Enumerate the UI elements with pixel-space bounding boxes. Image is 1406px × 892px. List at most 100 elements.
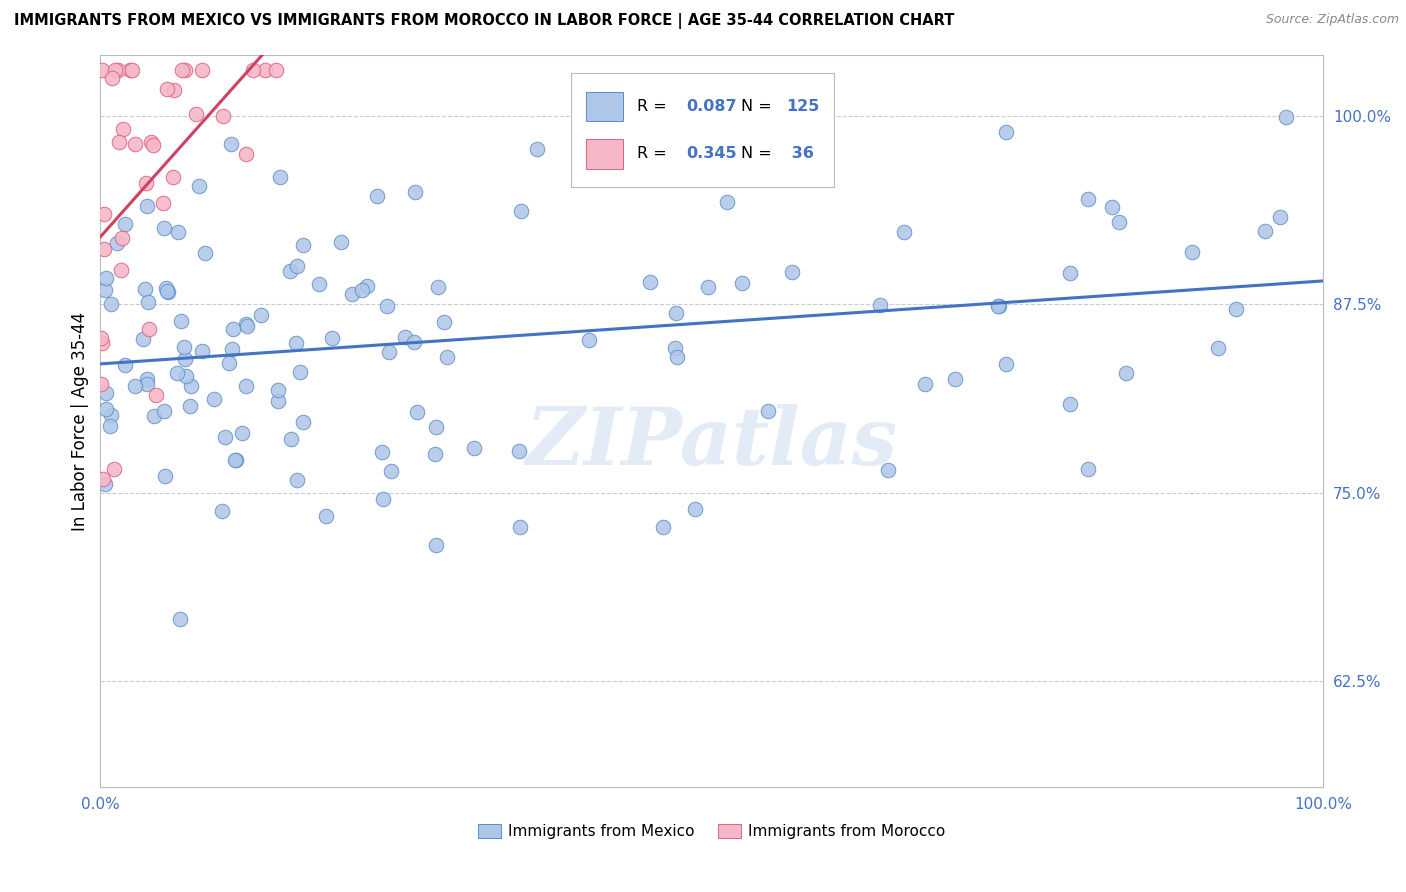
- Point: [1077, 192, 1099, 206]
- Point: [172, 63, 194, 78]
- Point: [366, 188, 388, 202]
- Point: [329, 235, 352, 250]
- Point: [94, 284, 117, 298]
- Point: [683, 501, 706, 516]
- Point: [90, 331, 112, 345]
- Point: [135, 177, 157, 191]
- Point: [111, 231, 134, 245]
- Point: [1108, 215, 1130, 229]
- Text: 0.345: 0.345: [686, 146, 737, 161]
- Point: [193, 245, 215, 260]
- Point: [170, 314, 193, 328]
- Point: [110, 262, 132, 277]
- Point: [156, 284, 179, 298]
- Point: [224, 452, 246, 467]
- Point: [211, 504, 233, 518]
- Point: [402, 334, 425, 349]
- Point: [321, 331, 343, 345]
- Point: [176, 368, 198, 383]
- Point: [526, 142, 548, 156]
- Point: [285, 336, 308, 351]
- Point: [1077, 462, 1099, 476]
- Point: [90, 376, 112, 391]
- Text: R =: R =: [637, 99, 672, 114]
- Text: ZIPatlas: ZIPatlas: [526, 404, 898, 482]
- Point: [134, 282, 156, 296]
- Point: [139, 135, 162, 149]
- Point: [280, 264, 302, 278]
- Point: [995, 125, 1018, 139]
- Point: [156, 285, 179, 299]
- Point: [235, 147, 257, 161]
- Point: [135, 376, 157, 391]
- Point: [664, 341, 686, 355]
- Point: [987, 299, 1010, 313]
- Point: [285, 260, 308, 274]
- Point: [169, 612, 191, 626]
- Point: [166, 366, 188, 380]
- Point: [352, 283, 374, 297]
- Point: [250, 308, 273, 322]
- Point: [436, 350, 458, 364]
- Point: [697, 279, 720, 293]
- Point: [1254, 224, 1277, 238]
- Point: [221, 342, 243, 356]
- Point: [1181, 244, 1204, 259]
- Point: [236, 318, 259, 333]
- Point: [118, 63, 141, 78]
- Point: [94, 386, 117, 401]
- Point: [995, 357, 1018, 371]
- FancyBboxPatch shape: [571, 73, 834, 187]
- Point: [652, 520, 675, 534]
- Point: [143, 409, 166, 424]
- Point: [508, 443, 530, 458]
- Point: [666, 350, 689, 364]
- Point: [1225, 301, 1247, 316]
- Point: [162, 170, 184, 185]
- Point: [98, 418, 121, 433]
- Point: [114, 217, 136, 231]
- Point: [221, 322, 243, 336]
- FancyBboxPatch shape: [586, 139, 623, 169]
- Point: [152, 404, 174, 418]
- Point: [188, 178, 211, 193]
- Text: N =: N =: [741, 99, 778, 114]
- Point: [124, 136, 146, 151]
- Point: [155, 280, 177, 294]
- Point: [214, 430, 236, 444]
- Point: [1101, 200, 1123, 214]
- Point: [267, 393, 290, 408]
- Point: [914, 377, 936, 392]
- Text: 36: 36: [786, 146, 814, 161]
- Point: [877, 462, 900, 476]
- Point: [132, 332, 155, 346]
- Text: Source: ZipAtlas.com: Source: ZipAtlas.com: [1265, 13, 1399, 27]
- Point: [1275, 111, 1298, 125]
- Point: [94, 270, 117, 285]
- Point: [371, 445, 394, 459]
- Point: [142, 137, 165, 152]
- Point: [371, 492, 394, 507]
- Point: [423, 447, 446, 461]
- Point: [267, 384, 290, 398]
- Point: [893, 225, 915, 239]
- Point: [869, 298, 891, 312]
- Point: [716, 194, 738, 209]
- Point: [93, 243, 115, 257]
- Text: R =: R =: [637, 146, 672, 161]
- Point: [943, 372, 966, 386]
- Point: [288, 365, 311, 379]
- Point: [173, 340, 195, 354]
- Point: [167, 225, 190, 239]
- Point: [91, 63, 114, 78]
- Point: [1206, 341, 1229, 355]
- Point: [107, 63, 129, 78]
- Point: [174, 63, 197, 78]
- Point: [112, 122, 135, 136]
- Point: [242, 63, 264, 78]
- Point: [231, 425, 253, 440]
- Legend: Immigrants from Mexico, Immigrants from Morocco: Immigrants from Mexico, Immigrants from …: [472, 818, 952, 846]
- Point: [235, 317, 257, 331]
- Point: [101, 71, 124, 86]
- Point: [356, 279, 378, 293]
